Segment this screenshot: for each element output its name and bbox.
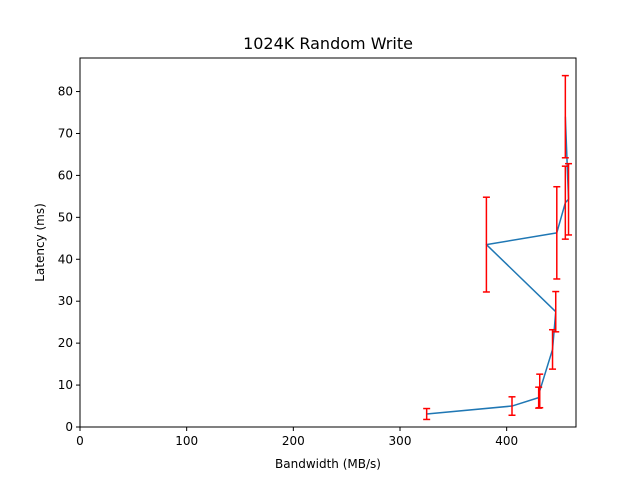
y-tick-label: 40 [58, 252, 73, 266]
error-bar [549, 328, 557, 370]
error-bar [561, 74, 569, 159]
y-tick-label: 50 [58, 210, 73, 224]
error-bar [508, 396, 516, 417]
x-tick-label: 100 [175, 434, 198, 448]
series-line [426, 116, 570, 415]
x-tick-label: 200 [282, 434, 305, 448]
y-tick-label: 70 [58, 126, 73, 140]
error-bar [561, 165, 569, 240]
error-bar [423, 407, 431, 421]
x-tick-label: 400 [495, 434, 518, 448]
x-axis: 0 100 200 300 400 [76, 427, 518, 448]
error-bar [552, 290, 560, 333]
plot-area [423, 74, 573, 421]
y-tick-label: 30 [58, 294, 73, 308]
y-tick-label: 60 [58, 168, 73, 182]
y-tick-label: 80 [58, 85, 73, 99]
y-axis: 0 10 20 30 40 50 60 70 80 [58, 85, 80, 434]
plot-frame [79, 57, 577, 428]
error-bar [482, 196, 490, 293]
error-bar [553, 185, 561, 280]
x-axis-label: Bandwidth (MB/s) [275, 457, 381, 471]
y-tick-label: 10 [58, 378, 73, 392]
y-tick-label: 0 [65, 420, 73, 434]
error-bar [565, 162, 573, 236]
error-bar [536, 373, 544, 409]
x-tick-label: 0 [76, 434, 84, 448]
chart-title: 1024K Random Write [243, 34, 413, 53]
y-axis-label: Latency (ms) [33, 203, 47, 282]
x-tick-label: 300 [389, 434, 412, 448]
y-tick-label: 20 [58, 336, 73, 350]
